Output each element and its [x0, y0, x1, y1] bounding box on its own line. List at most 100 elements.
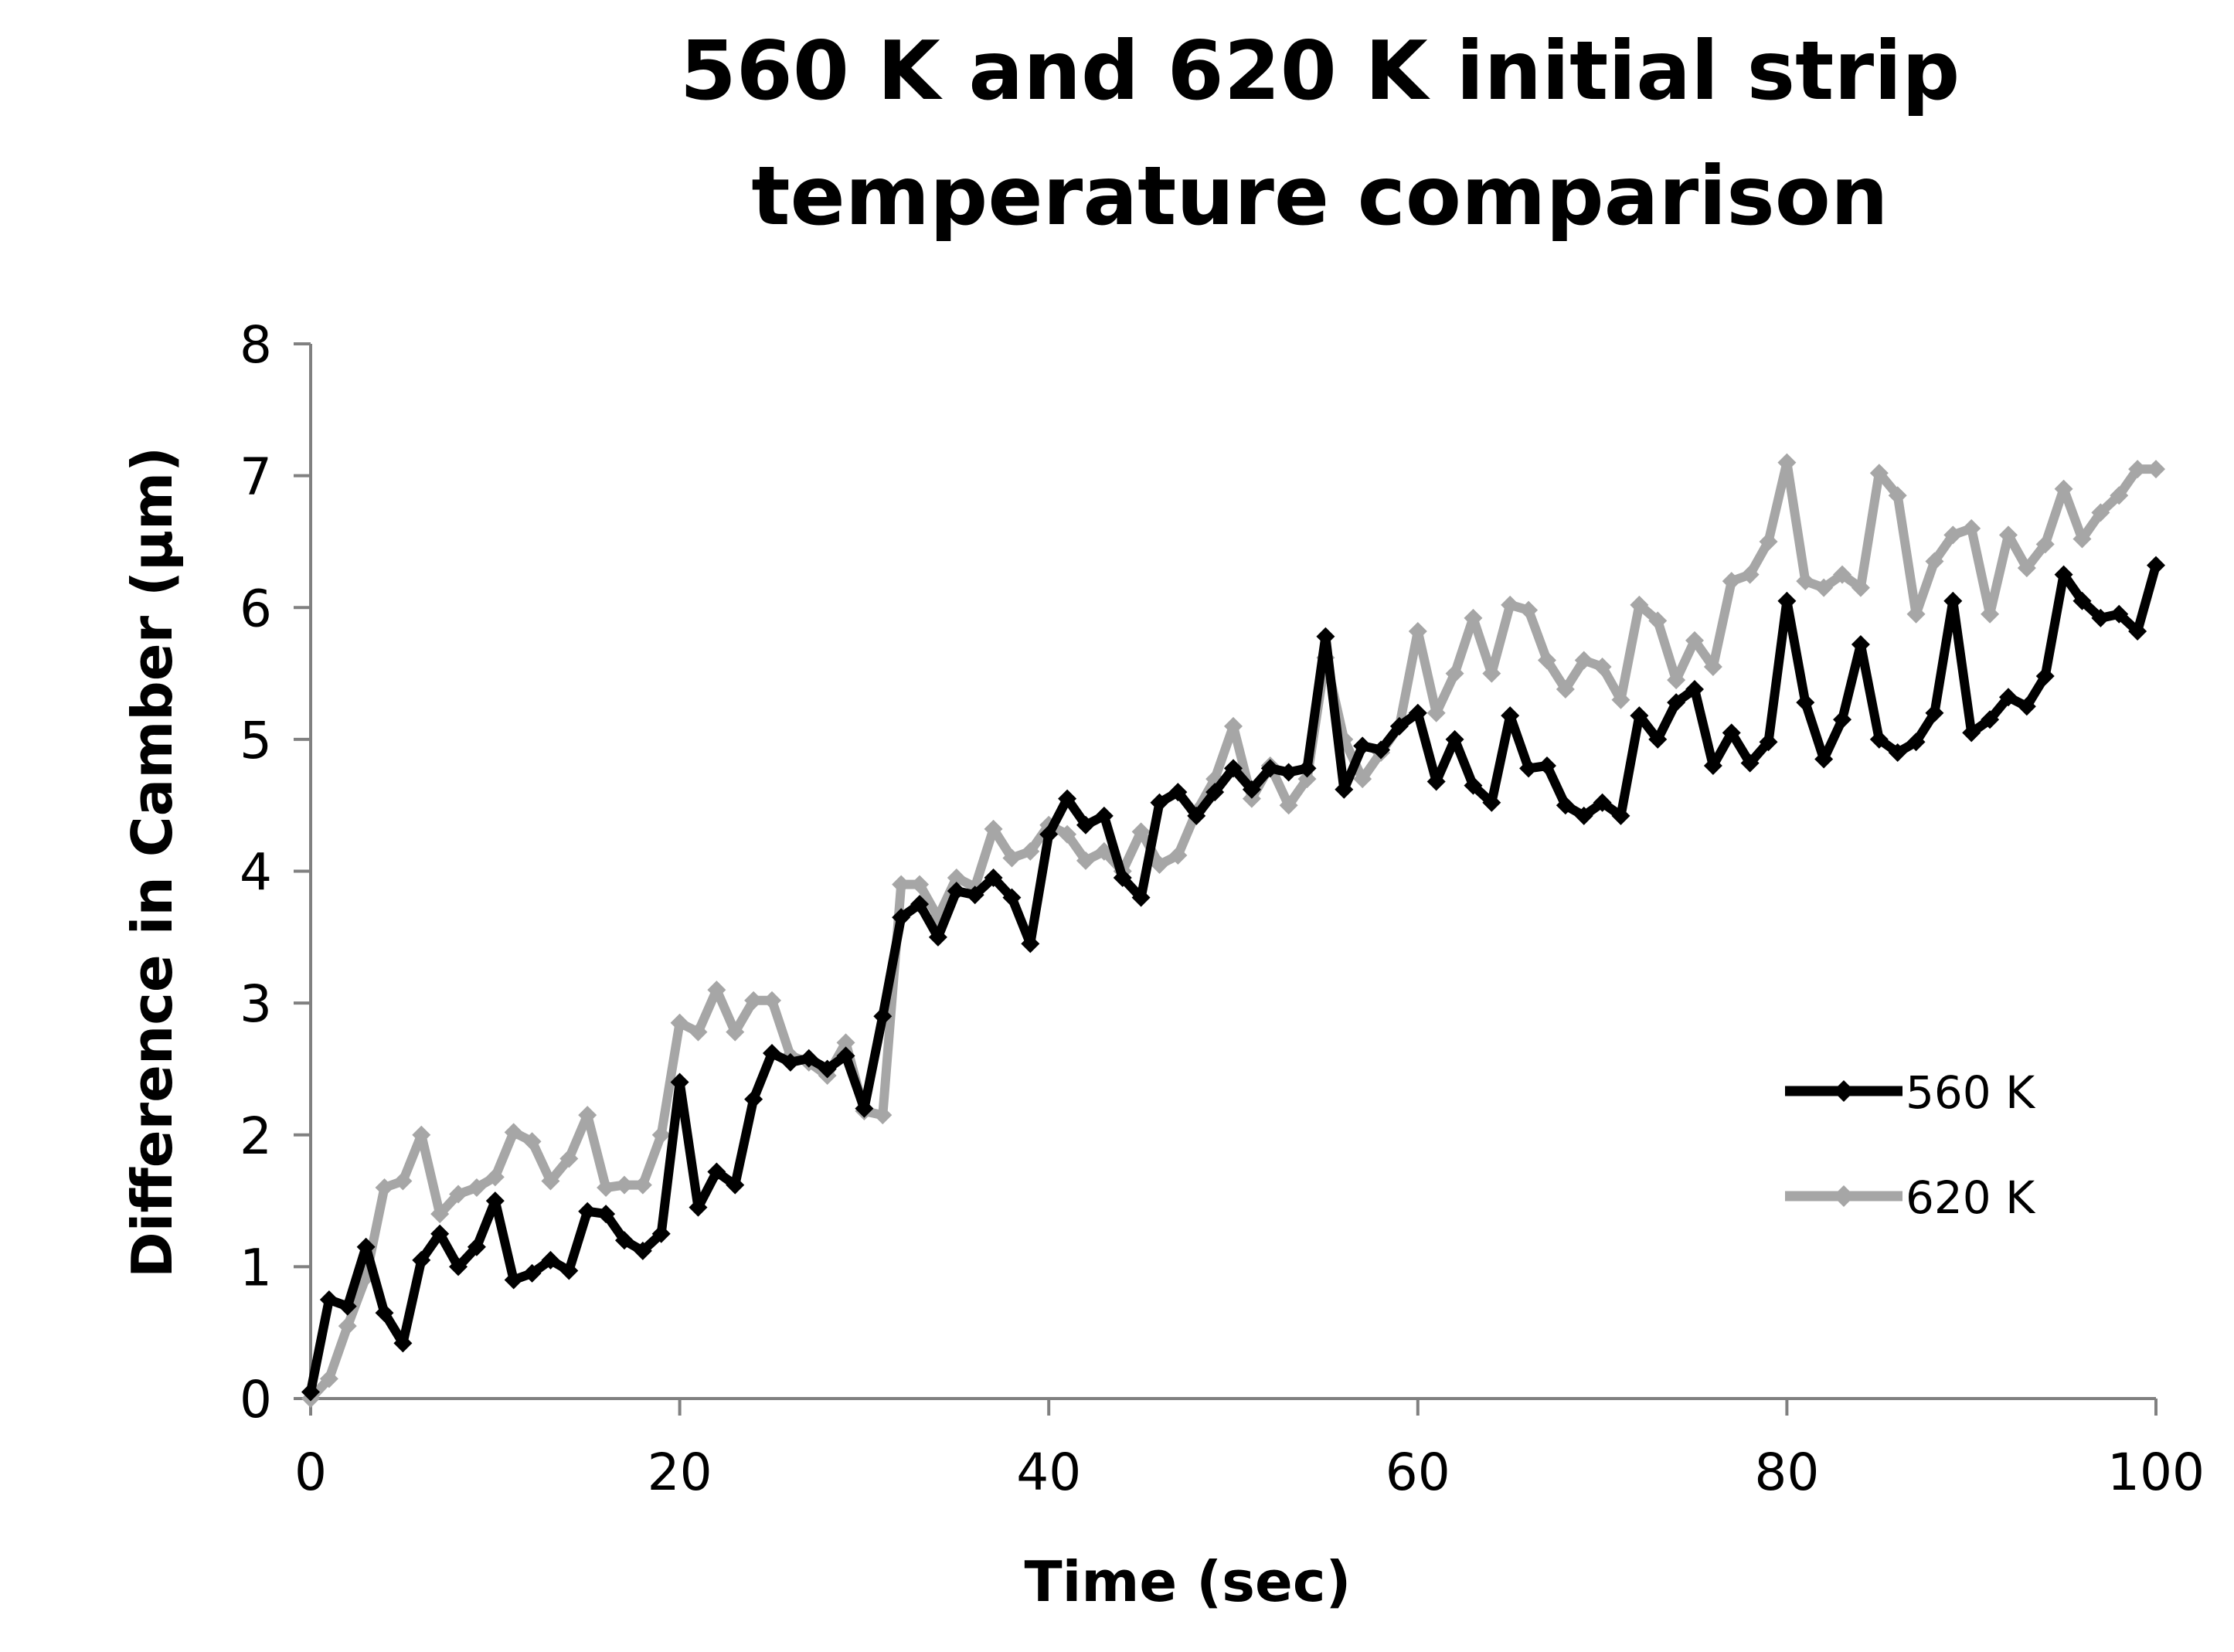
data-point-620k — [1353, 770, 1372, 789]
data-point-560k — [689, 1198, 708, 1217]
data-point-560k — [1279, 763, 1298, 782]
data-point-560k — [1998, 688, 2018, 707]
data-point-560k — [1722, 723, 1741, 743]
data-point-560k — [1740, 753, 1760, 773]
data-point-560k — [1039, 824, 1059, 844]
data-point-560k — [928, 927, 947, 947]
data-point-560k — [1150, 793, 1169, 812]
data-point-560k — [1556, 796, 1575, 815]
data-point-620k — [1426, 703, 1446, 722]
data-point-620k — [947, 868, 966, 888]
data-point-560k — [541, 1250, 560, 1270]
data-point-620k — [2147, 460, 2165, 479]
data-point-560k — [799, 1049, 818, 1068]
data-point-560k — [301, 1382, 320, 1402]
data-point-620k — [393, 1171, 413, 1191]
data-point-620k — [1537, 651, 1556, 670]
data-point-560k — [726, 1175, 745, 1195]
data-point-620k — [744, 991, 763, 1010]
data-point-560k — [1224, 759, 1243, 778]
data-point-620k — [2072, 529, 2092, 549]
data-point-560k — [1685, 680, 1704, 699]
data-point-560k — [1703, 756, 1722, 775]
data-point-620k — [1630, 595, 1649, 614]
y-tick-label: 1 — [240, 1238, 272, 1297]
data-point-560k — [1482, 793, 1501, 812]
data-point-560k — [1113, 868, 1132, 888]
data-point-560k — [2054, 565, 2073, 584]
data-point-560k — [1501, 706, 1520, 726]
data-point-560k — [1187, 806, 1206, 825]
data-point-620k — [1611, 690, 1630, 709]
data-point-560k — [393, 1334, 413, 1353]
data-point-560k — [910, 895, 930, 914]
data-point-620k — [1759, 532, 1778, 551]
data-point-560k — [597, 1205, 616, 1224]
x-tick-label: 0 — [294, 1443, 327, 1502]
x-axis-title: Time (sec) — [1025, 1549, 1352, 1614]
data-point-620k — [689, 1022, 708, 1042]
data-point-560k — [1205, 783, 1225, 802]
data-point-620k — [910, 875, 930, 894]
data-point-620k — [2110, 486, 2129, 505]
data-point-620k — [614, 1175, 634, 1195]
x-tick-label: 80 — [1754, 1443, 1819, 1502]
data-point-560k — [855, 1099, 874, 1118]
data-point-560k — [578, 1202, 597, 1221]
data-point-560k — [1297, 759, 1317, 778]
data-point-560k — [1777, 591, 1797, 610]
legend-marker-620k — [1833, 1185, 1855, 1207]
chart-title-line2: temperature comparison — [751, 149, 1888, 243]
data-point-620k — [1076, 851, 1095, 870]
data-point-560k — [1094, 806, 1114, 825]
data-point-620k — [1002, 848, 1022, 868]
data-point-560k — [763, 1043, 781, 1062]
chart-title-line1: 560 K and 620 K initial strip — [680, 24, 1960, 118]
series-layer — [301, 453, 2165, 1408]
data-point-560k — [2128, 621, 2147, 641]
data-point-620k — [1593, 658, 1612, 677]
y-axis-title: Difference in Camber (µm) — [120, 447, 185, 1278]
data-point-560k — [485, 1191, 505, 1211]
data-point-560k — [1021, 934, 1040, 953]
data-point-560k — [1796, 693, 1815, 712]
data-point-560k — [1076, 815, 1095, 834]
y-tick-label: 5 — [240, 711, 272, 770]
data-point-560k — [467, 1237, 486, 1256]
data-point-560k — [1260, 759, 1280, 778]
data-point-620k — [430, 1205, 450, 1224]
data-point-560k — [2091, 608, 2110, 627]
data-point-560k — [1888, 743, 1907, 762]
x-tick-label: 100 — [2107, 1443, 2205, 1502]
series-620k — [301, 453, 2165, 1408]
data-point-560k — [2147, 556, 2165, 575]
data-point-620k — [2054, 479, 2073, 498]
data-point-560k — [449, 1257, 468, 1276]
data-point-560k — [430, 1224, 450, 1243]
data-point-620k — [1667, 671, 1686, 690]
data-point-560k — [375, 1304, 394, 1323]
data-point-620k — [1150, 855, 1169, 874]
legend-label-560k: 560 K — [1906, 1066, 2036, 1119]
data-point-560k — [522, 1263, 542, 1283]
data-point-620k — [763, 991, 781, 1010]
y-tick-label: 7 — [240, 447, 272, 507]
data-point-560k — [2017, 697, 2036, 716]
data-point-620k — [1796, 572, 1815, 591]
data-point-620k — [1814, 578, 1834, 597]
legend: 560 K 620 K — [1785, 1066, 2036, 1224]
data-point-620k — [1408, 621, 1427, 641]
data-point-560k — [504, 1270, 523, 1290]
data-point-620k — [1777, 453, 1797, 472]
y-tick-label: 4 — [240, 843, 272, 902]
data-point-560k — [1316, 627, 1335, 646]
data-point-620k — [1168, 846, 1188, 865]
data-point-620k — [467, 1178, 486, 1197]
data-point-560k — [1168, 783, 1188, 802]
data-point-620k — [1464, 608, 1483, 627]
data-point-620k — [1906, 604, 1926, 624]
data-point-620k — [1131, 822, 1151, 841]
data-point-560k — [338, 1297, 357, 1316]
data-point-560k — [1408, 703, 1427, 722]
